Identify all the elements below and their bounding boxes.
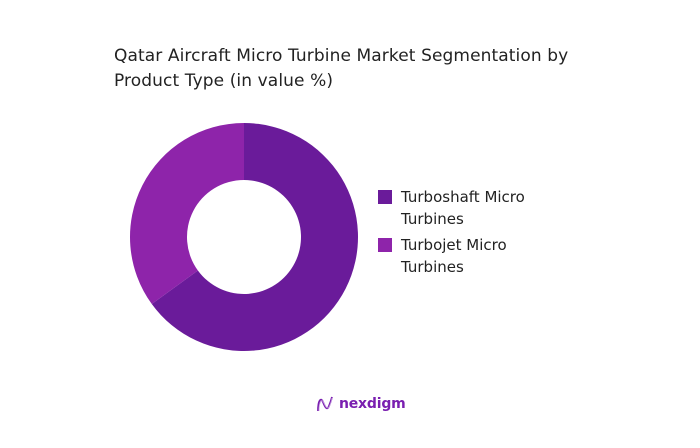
donut-segment-turboshaft-micro-turbines — [151, 123, 358, 351]
donut-segment-turbojet-micro-turbines — [130, 122, 244, 305]
chart-title-line-1: Qatar Aircraft Micro Turbine Market Segm… — [114, 46, 569, 66]
legend-swatch-turboshaft — [378, 190, 392, 204]
donut-segments — [130, 122, 358, 351]
legend-item-turbojet: Turbojet Micro Turbines — [378, 234, 551, 278]
chart-title-line-2: Product Type (in value %) — [114, 71, 334, 91]
legend-item-turboshaft: Turboshaft Micro Turbines — [378, 186, 551, 230]
nexdigm-logo: nexdigm — [315, 394, 406, 414]
legend-swatch-turbojet — [378, 238, 392, 252]
legend-label-turboshaft: Turboshaft Micro Turbines — [401, 188, 525, 228]
legend-label-turbojet: Turbojet Micro Turbines — [401, 236, 507, 276]
chart-title: Qatar Aircraft Micro Turbine Market Segm… — [114, 44, 594, 94]
nexdigm-logo-icon — [317, 396, 333, 412]
nexdigm-logo-text: nexdigm — [339, 396, 406, 412]
chart-legend: Turboshaft Micro Turbines Turbojet Micro… — [378, 186, 551, 282]
